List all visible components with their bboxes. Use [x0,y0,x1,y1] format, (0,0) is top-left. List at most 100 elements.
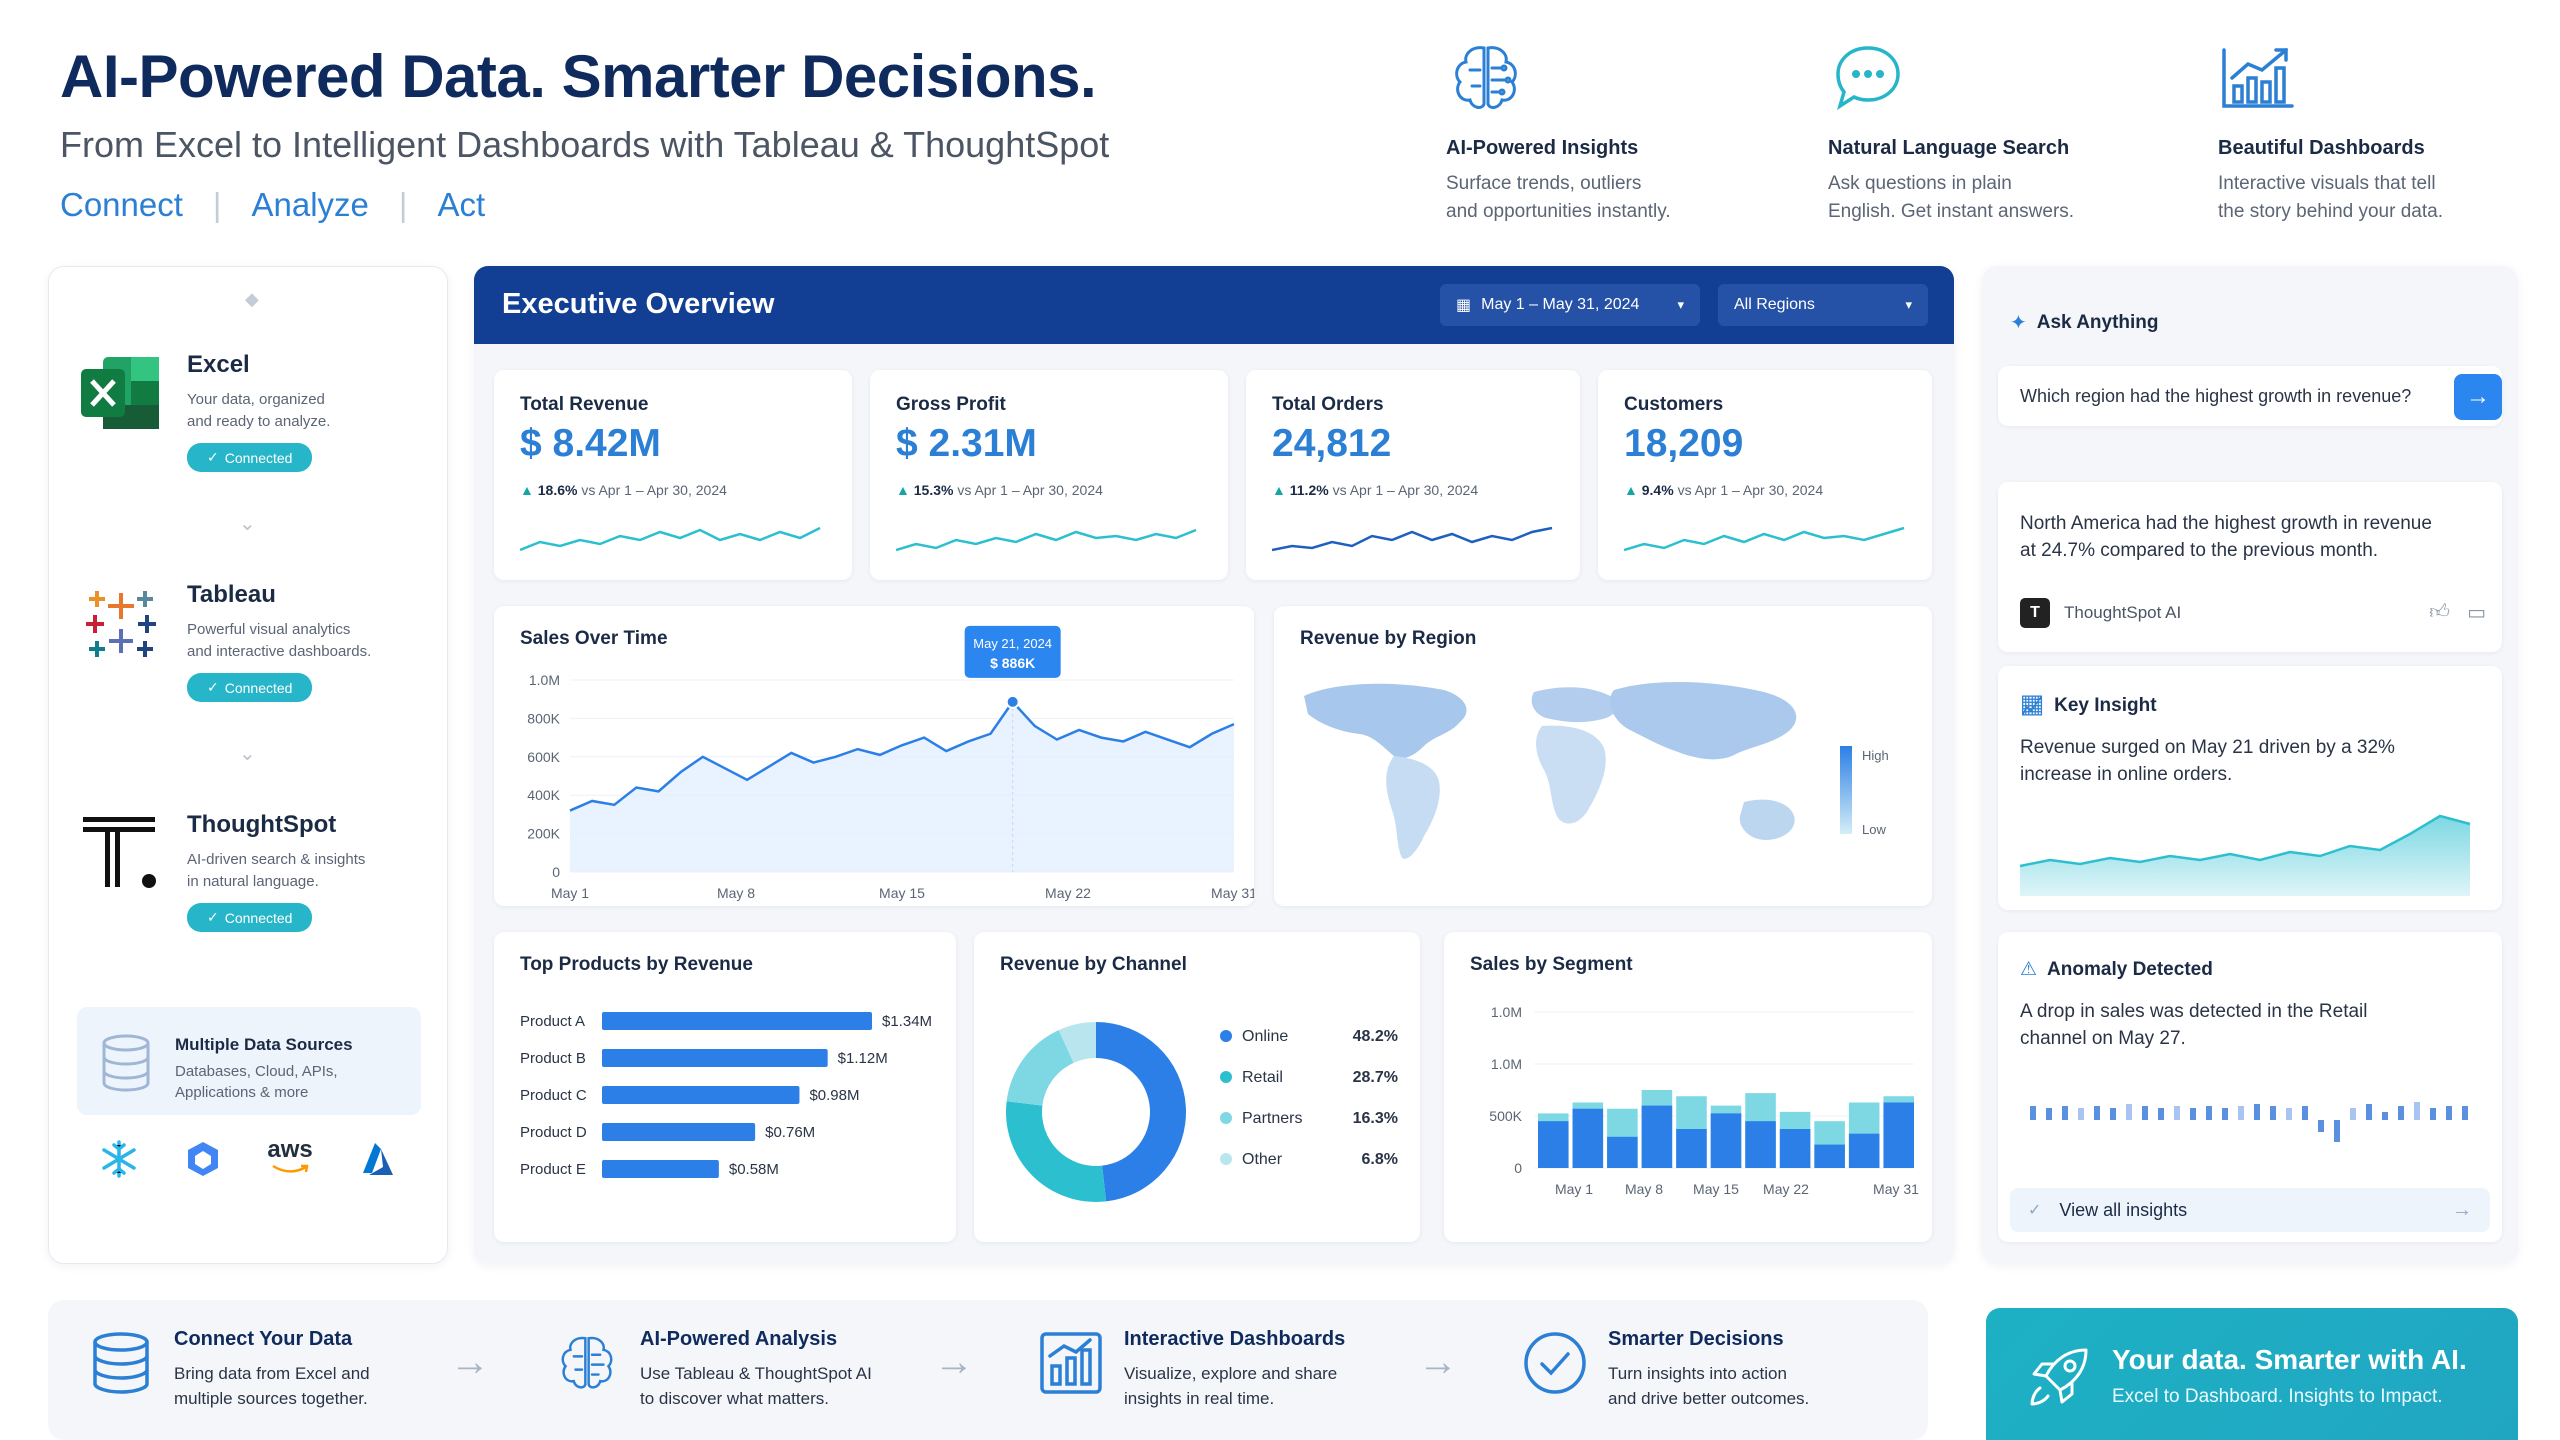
kpi-value: 24,812 [1272,422,1392,465]
kpi-customers[interactable]: Customers 18,209 ▲ 9.4% vs Apr 1 – Apr 3… [1598,370,1932,580]
x-tick-label: May 22 [1763,1181,1809,1197]
product-value: $0.76M [765,1124,815,1141]
kpi-value: 18,209 [1624,422,1744,465]
sales-over-time-card[interactable]: Sales Over Time 1.0M 800K 600K 400K 200K 0 May… [494,606,1254,906]
segment-bar-lower [1710,1113,1742,1168]
legend-dot [1220,1112,1232,1124]
up-arrow-icon: ▲ [1272,482,1286,498]
arrow-right-icon: → [1418,1340,1458,1384]
feature-desc-line: the story behind your data. [2218,201,2443,222]
answer-source: T ThoughtSpot AI [2020,598,2181,628]
kpi-change-value: 18.6% [537,482,578,498]
product-label: Product D [520,1124,587,1141]
source-desc: Your data, organized and ready to analyz… [187,389,387,433]
segment-bar-lower [1607,1136,1638,1168]
multiple-sources-card[interactable]: Multiple Data Sources Databases, Cloud, … [77,1007,421,1115]
x-tick-label: May 8 [717,885,755,901]
kpi-value: $ 2.31M [896,422,1037,465]
source-name: Excel [187,351,250,378]
source-name: Tableau [187,581,276,608]
cloud-hexagon-icon[interactable] [183,1139,223,1179]
brain-circuit-icon [561,1336,613,1389]
source-info: Excel Your data, organized and ready to … [187,351,387,472]
channel-value: 28.7% [1353,1069,1398,1086]
comment-icon[interactable]: ▭ [2467,602,2486,624]
act-link[interactable]: Act [437,186,486,223]
step-desc: Use Tableau & ThoughtSpot AI to discover … [640,1361,960,1411]
y-tick-label: 500K [1489,1108,1522,1124]
segment-bar-lower [1676,1129,1707,1168]
top-products-card[interactable]: Top Products by Revenue Product A $1.34M P… [494,932,956,1242]
page-title: AI-Powered Data. Smarter Decisions. [60,43,1097,110]
source-desc-line: and interactive dashboards. [187,643,372,660]
segment-bar-lower [1779,1129,1811,1168]
kpi-gross-profit[interactable]: Gross Profit $ 2.31M ▲ 15.3% vs Apr 1 – … [870,370,1228,580]
kpi-total-orders[interactable]: Total Orders 24,812 ▲ 11.2% vs Apr 1 – A… [1246,370,1580,580]
analyze-link[interactable]: Analyze [251,186,369,223]
chevron-down-icon: ⌄ [239,743,256,765]
source-desc-line: Powerful visual analytics [187,621,351,638]
segment-bar-lower [1572,1108,1604,1168]
cta-banner[interactable]: Your data. Smarter with AI. Excel to Das… [1986,1308,2518,1440]
database-icon [102,1034,150,1092]
check-circle-icon [1524,1332,1586,1394]
check-icon: ✓ [207,909,219,925]
legend-low: Low [1862,822,1886,837]
y-tick-label: 0 [552,864,560,880]
connect-link[interactable]: Connect [60,186,183,223]
ask-input[interactable]: Which region had the highest growth in r… [1998,366,2502,426]
feature-desc-line: Ask questions in plain [1828,173,2012,194]
key-insight-card[interactable]: 📈︎ Key Insight Revenue surged on May 21 … [1998,666,2502,910]
feature-ai-insights: AI-Powered Insights Surface trends, outl… [1446,40,1826,226]
anomaly-line: A drop in sales was detected in the Reta… [2020,1001,2368,1022]
revenue-by-channel-card[interactable]: Revenue by Channel Online 48.2% Retail 28.7… [974,932,1420,1242]
multi-sources-desc: Databases, Cloud, APIs, Applications & m… [175,1061,338,1103]
chevron-down-icon: ▾ [1905,297,1912,312]
kpi-total-revenue[interactable]: Total Revenue $ 8.42M ▲ 18.6% vs Apr 1 –… [494,370,852,580]
nav-separator: | [212,186,222,223]
kpi-change: ▲ 18.6% vs Apr 1 – Apr 30, 2024 [520,482,727,498]
thumbs-up-icon[interactable]: 👍︎ [2429,601,2450,623]
legend-high: High [1862,748,1889,763]
ask-title-text: Ask Anything [2036,311,2159,333]
multi-desc-line: Applications & more [175,1084,309,1101]
tooltip-date: May 21, 2024 [973,636,1052,651]
send-button[interactable]: → [2454,374,2502,420]
revenue-by-region-card[interactable]: Revenue by Region High Low [1274,606,1932,906]
data-sources-panel: ◆ Excel Your data, organized and ready t… [48,266,448,1264]
view-all-insights-button[interactable]: ✓ View all insights → [2010,1188,2490,1232]
sales-by-segment-card[interactable]: Sales by Segment 1.0M 1.0M 500K 0 May 1 May 8… [1444,932,1932,1242]
feature-title: Beautiful Dashboards [2218,137,2425,159]
channel-donut-chart: Online 48.2% Retail 28.7% Partners 16.3% Other… [1006,1022,1398,1202]
chat-bubble-icon [1836,46,1900,110]
channel-value: 48.2% [1353,1028,1398,1045]
snowflake-icon[interactable] [99,1139,139,1179]
ai-answer-card: North America had the highest growth in … [1998,482,2502,652]
anomaly-card[interactable]: ⚠ Anomaly Detected A drop in sales was d… [1998,932,2502,1242]
segment-bar-chart: 1.0M 1.0M 500K 0 May 1 May 8 May 15 May 22 May 3… [1489,1004,1919,1197]
warning-icon: ⚠ [2020,959,2038,980]
feature-desc: Ask questions in plain English. Get inst… [1828,170,2208,226]
step-desc-line: Turn insights into action [1608,1364,1787,1383]
donut-slice [1006,1101,1107,1202]
chart-title: Sales by Segment [1470,954,1633,975]
aws-logo-icon[interactable]: aws [267,1138,313,1179]
area-fill [570,701,1234,872]
anomaly-title-text: Anomaly Detected [2047,958,2213,980]
date-range-filter[interactable]: ▦ May 1 – May 31, 2024 ▾ [1440,284,1700,326]
product-bar [602,1123,756,1141]
region-filter[interactable]: All Regions ▾ [1718,284,1928,326]
product-label: Product E [520,1161,586,1178]
dashboard-title: Executive Overview [502,288,775,320]
channel-value: 6.8% [1362,1151,1398,1168]
x-tick-label: May 8 [1625,1181,1663,1197]
x-tick-label: May 1 [551,885,589,901]
segment-bar-lower [1883,1102,1914,1168]
kpi-label: Gross Profit [896,394,1006,415]
azure-icon[interactable] [357,1139,399,1179]
y-tick-label: 400K [527,787,560,803]
step-desc-line: to discover what matters. [640,1389,829,1408]
source-info: ThoughtSpot AI-driven search & insights … [187,811,387,932]
sales-series-line [569,699,1235,812]
chart-title: Top Products by Revenue [520,954,753,975]
